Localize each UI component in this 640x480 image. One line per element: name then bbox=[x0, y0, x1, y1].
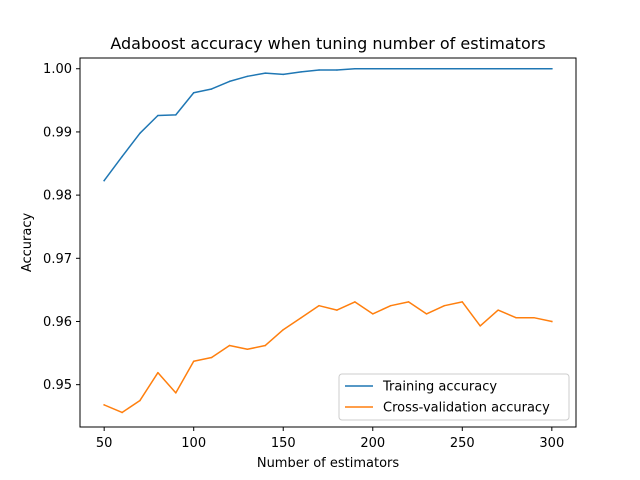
data-point-training-accuracy bbox=[372, 67, 374, 70]
data-point-training-accuracy bbox=[461, 67, 464, 70]
data-point-training-accuracy bbox=[389, 67, 392, 70]
data-point-training-accuracy bbox=[497, 67, 499, 70]
x-tick-label: 100 bbox=[181, 436, 206, 451]
data-point-cross-validation-accuracy bbox=[533, 316, 535, 319]
data-point-cross-validation-accuracy bbox=[551, 320, 553, 323]
data-point-training-accuracy bbox=[425, 67, 428, 70]
legend-box bbox=[338, 373, 570, 421]
data-point-training-accuracy bbox=[246, 75, 249, 78]
x-tick-label: 300 bbox=[539, 436, 564, 451]
legend: Training accuracy Cross-validation accura… bbox=[338, 373, 570, 421]
data-point-training-accuracy bbox=[300, 71, 302, 73]
axes-frame bbox=[79, 57, 577, 428]
data-point-training-accuracy bbox=[407, 67, 410, 70]
data-point-training-accuracy bbox=[139, 132, 141, 134]
data-point-training-accuracy bbox=[515, 67, 517, 70]
data-point-training-accuracy bbox=[157, 114, 159, 117]
series-line-training-accuracy bbox=[103, 67, 553, 182]
data-point-cross-validation-accuracy bbox=[282, 328, 284, 331]
data-point-cross-validation-accuracy bbox=[175, 392, 177, 394]
data-point-training-accuracy bbox=[479, 67, 481, 70]
data-point-cross-validation-accuracy bbox=[372, 313, 374, 315]
data-point-training-accuracy bbox=[210, 88, 213, 90]
data-point-cross-validation-accuracy bbox=[300, 316, 302, 319]
data-point-cross-validation-accuracy bbox=[479, 325, 481, 327]
data-point-training-accuracy bbox=[228, 80, 231, 83]
data-point-cross-validation-accuracy bbox=[264, 344, 267, 347]
data-point-cross-validation-accuracy bbox=[461, 301, 464, 303]
data-point-cross-validation-accuracy bbox=[515, 316, 517, 319]
data-point-cross-validation-accuracy bbox=[389, 304, 392, 307]
x-tick-label: 50 bbox=[96, 436, 113, 451]
data-point-training-accuracy bbox=[175, 114, 177, 116]
data-point-training-accuracy bbox=[264, 72, 267, 74]
data-point-cross-validation-accuracy bbox=[192, 360, 195, 363]
x-tick-label: 200 bbox=[360, 436, 385, 451]
chart-title: Adaboost accuracy when tuning number of … bbox=[110, 34, 545, 53]
y-tick-label: 0.97 bbox=[43, 252, 72, 267]
x-tick-label: 150 bbox=[271, 436, 296, 451]
legend-label-cross-validation-accuracy: Cross-validation accuracy bbox=[383, 401, 550, 416]
data-point-cross-validation-accuracy bbox=[318, 304, 320, 307]
data-point-cross-validation-accuracy bbox=[228, 344, 231, 347]
data-point-cross-validation-accuracy bbox=[443, 304, 446, 307]
data-point-training-accuracy bbox=[282, 73, 284, 76]
data-point-cross-validation-accuracy bbox=[246, 348, 249, 351]
data-point-cross-validation-accuracy bbox=[407, 301, 410, 303]
plot-area bbox=[103, 67, 553, 414]
data-point-cross-validation-accuracy bbox=[425, 313, 428, 315]
data-point-training-accuracy bbox=[533, 67, 535, 70]
y-axis-ticks: 0.95 0.96 0.97 0.98 0.99 1.00 bbox=[43, 62, 80, 393]
y-tick-label: 0.98 bbox=[43, 189, 72, 204]
series-line-cross-validation-accuracy bbox=[103, 301, 553, 414]
data-point-training-accuracy bbox=[318, 69, 320, 71]
y-tick-label: 0.99 bbox=[43, 125, 72, 140]
data-point-cross-validation-accuracy bbox=[497, 309, 499, 311]
data-point-training-accuracy bbox=[121, 155, 123, 158]
data-point-cross-validation-accuracy bbox=[139, 399, 141, 402]
y-tick-label: 1.00 bbox=[43, 62, 72, 77]
x-axis-ticks: 50 100 150 200 250 300 bbox=[96, 427, 564, 451]
y-tick-label: 0.95 bbox=[43, 378, 72, 393]
data-point-cross-validation-accuracy bbox=[121, 411, 123, 414]
data-point-training-accuracy bbox=[103, 179, 105, 182]
y-tick-label: 0.96 bbox=[43, 315, 72, 330]
data-point-cross-validation-accuracy bbox=[103, 404, 105, 406]
data-point-cross-validation-accuracy bbox=[157, 371, 159, 374]
x-axis-title: Number of estimators bbox=[257, 456, 400, 471]
data-point-training-accuracy bbox=[443, 67, 446, 70]
data-point-cross-validation-accuracy bbox=[354, 301, 356, 303]
x-tick-label: 250 bbox=[450, 436, 475, 451]
legend-label-training-accuracy: Training accuracy bbox=[382, 380, 497, 395]
axes bbox=[79, 57, 577, 428]
data-point-cross-validation-accuracy bbox=[336, 309, 338, 311]
data-point-training-accuracy bbox=[336, 69, 338, 71]
y-axis-title: Accuracy bbox=[20, 213, 35, 273]
data-point-training-accuracy bbox=[551, 67, 553, 70]
data-point-cross-validation-accuracy bbox=[210, 356, 213, 359]
data-point-training-accuracy bbox=[192, 92, 195, 94]
data-point-training-accuracy bbox=[354, 67, 356, 70]
